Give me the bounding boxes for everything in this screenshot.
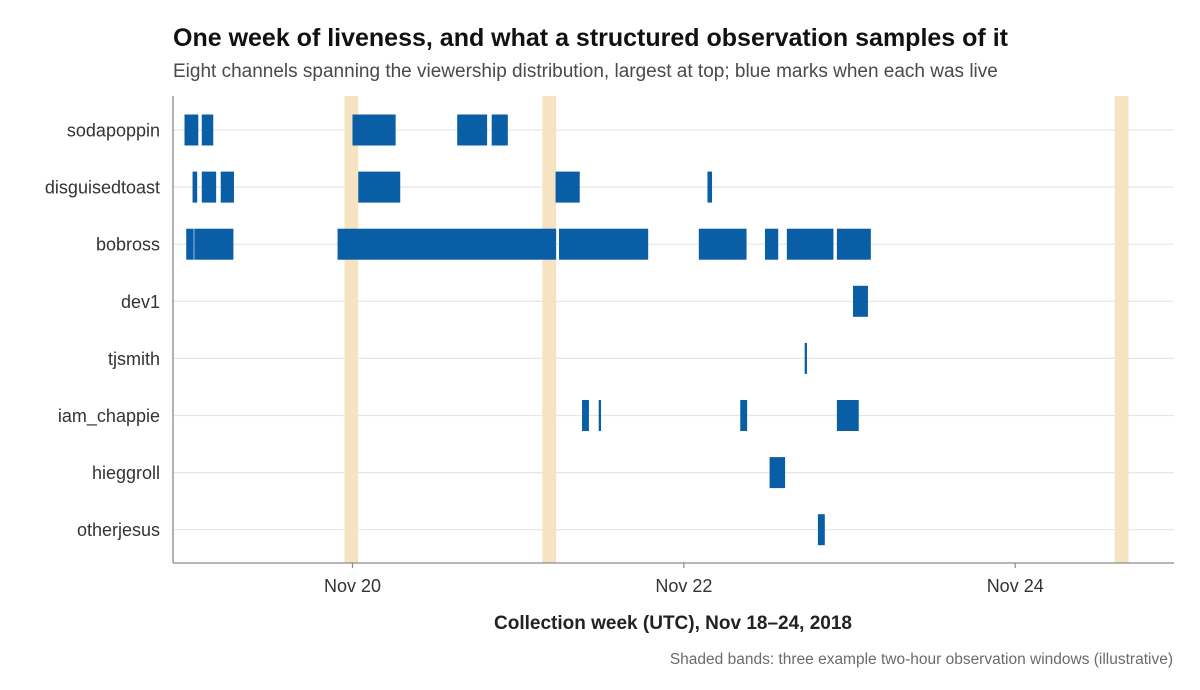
live-segment-bobross-5 (764, 228, 779, 260)
live-segment-tjsmith-0 (804, 342, 807, 374)
live-segment-sodapoppin-0 (184, 114, 199, 146)
channel-label-bobross: bobross (96, 235, 160, 255)
live-segment-disguisedtoast-1 (201, 171, 217, 203)
live-segment-disguisedtoast-4 (555, 171, 580, 203)
live-segment-sodapoppin-4 (491, 114, 508, 146)
chart-title: One week of liveness, and what a structu… (173, 24, 1008, 52)
chart-caption: Shaded bands: three example two-hour obs… (670, 651, 1173, 668)
live-segment-bobross-4 (698, 228, 747, 260)
observation-window-0 (344, 96, 359, 563)
live-segment-dev1-0 (852, 285, 868, 317)
live-segment-iam_chappie-3 (836, 400, 859, 431)
live-segment-iam_chappie-0 (582, 400, 589, 431)
channel-label-sodapoppin: sodapoppin (67, 121, 160, 141)
live-segment-disguisedtoast-3 (358, 171, 401, 203)
x-tick-label-0: Nov 20 (324, 576, 381, 596)
live-segment-bobross-7 (836, 228, 871, 260)
live-segment-bobross-3 (559, 228, 649, 260)
channel-label-disguisedtoast: disguisedtoast (45, 178, 160, 198)
gridlines (173, 129, 1174, 531)
live-segment-sodapoppin-3 (457, 114, 488, 146)
channel-label-iam_chappie: iam_chappie (58, 406, 160, 427)
live-segment-bobross-1 (194, 228, 234, 260)
channel-label-hieggroll: hieggroll (92, 463, 160, 483)
axes (172, 96, 1174, 564)
live-segment-disguisedtoast-0 (192, 171, 198, 203)
live-segments (184, 114, 871, 546)
live-segment-otherjesus-0 (817, 514, 825, 546)
observation-windows (344, 96, 1129, 563)
live-segment-iam_chappie-2 (740, 400, 748, 431)
live-segment-sodapoppin-1 (201, 114, 214, 146)
axis-labels: sodapoppin disguisedtoast bobross dev1 tjsmi… (45, 121, 1044, 597)
channel-label-otherjesus: otherjesus (77, 520, 160, 540)
observation-window-1 (542, 96, 557, 563)
channel-label-dev1: dev1 (121, 292, 160, 312)
live-segment-hieggroll-0 (769, 457, 786, 489)
live-segment-iam_chappie-1 (598, 400, 602, 431)
live-segment-disguisedtoast-2 (220, 171, 234, 203)
observation-window-2 (1114, 96, 1129, 563)
channel-label-tjsmith: tjsmith (108, 349, 160, 369)
live-segment-disguisedtoast-5 (707, 171, 713, 203)
live-segment-bobross-2 (337, 228, 557, 260)
live-segment-bobross-6 (786, 228, 834, 260)
chart-subtitle: Eight channels spanning the viewership d… (173, 61, 998, 82)
x-tick-label-2: Nov 24 (987, 576, 1044, 596)
live-segment-bobross-0 (186, 228, 194, 260)
x-tick-label-1: Nov 22 (655, 576, 712, 596)
live-segment-sodapoppin-2 (352, 114, 396, 146)
x-axis-label: Collection week (UTC), Nov 18–24, 2018 (494, 613, 852, 634)
